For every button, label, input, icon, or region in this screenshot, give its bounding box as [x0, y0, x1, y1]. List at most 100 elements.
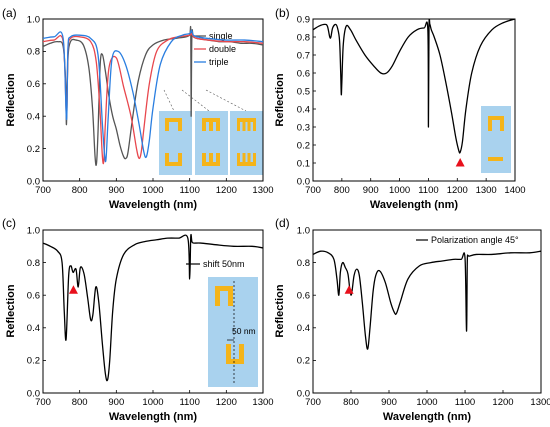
x-tick-label: 700 [305, 397, 321, 408]
y-axis-label-c: Reflection [5, 284, 17, 337]
resonator-shape [202, 153, 220, 166]
y-tick-label: 0.0 [297, 176, 310, 187]
panel-label-c: (c) [2, 216, 16, 230]
y-tick-label: 0.6 [27, 291, 40, 302]
panel-d: (d) Polarization angle 45° Wavelength (n… [274, 216, 550, 423]
panel-a: (a) single double triple Wavelength (nm)… [2, 6, 274, 211]
y-tick-label: 0.6 [297, 291, 310, 302]
y-tick-label: 0.1 [297, 158, 310, 169]
x-tick-label: 1300 [530, 397, 550, 408]
x-tick-label: 700 [35, 397, 51, 408]
panel-label-b: (b) [275, 6, 290, 20]
y-axis-label-d: Reflection [274, 284, 286, 337]
y-tick-label: 0.8 [297, 32, 310, 43]
unit-cell-inset-b [481, 106, 511, 173]
x-tick-label: 1200 [447, 185, 468, 196]
x-tick-label: 800 [343, 397, 359, 408]
legend-label: shift 50nm [203, 259, 245, 269]
x-tick-label: 1100 [455, 397, 475, 408]
y-tick-label: 0.7 [297, 50, 310, 61]
legend-label-triple: triple [209, 57, 229, 67]
x-tick-label: 1200 [492, 397, 513, 408]
y-tick-label: 0.6 [27, 79, 40, 90]
y-axis-label-b: Reflection [274, 73, 286, 126]
y-tick-label: 0.3 [297, 122, 310, 133]
resonator-shape [488, 116, 504, 131]
x-tick-label: 1100 [418, 185, 438, 196]
x-axis-label-c: Wavelength (nm) [109, 411, 198, 423]
resonator-shape [237, 153, 256, 166]
series-line-reflection [313, 19, 515, 154]
x-tick-label: 800 [72, 397, 88, 408]
x-tick-label: 1400 [504, 185, 525, 196]
legend-label: Polarization angle 45° [431, 235, 519, 245]
inset-connector-line [205, 89, 247, 112]
series-line-double [43, 32, 263, 165]
x-tick-label: 900 [108, 397, 124, 408]
x-tick-label: 1300 [476, 185, 497, 196]
x-axis-label-b: Wavelength (nm) [370, 199, 459, 211]
panel-label-d: (d) [275, 216, 290, 230]
x-tick-label: 1000 [142, 397, 163, 408]
y-tick-label: 0.4 [297, 323, 310, 334]
series-line-triple [43, 29, 263, 163]
resonator-bar [488, 157, 503, 161]
x-tick-label: 1100 [179, 397, 199, 408]
y-tick-label: 0.4 [27, 112, 40, 123]
y-tick-label: 1.0 [297, 225, 310, 236]
y-tick-label: 0.8 [297, 258, 310, 269]
x-tick-label: 1200 [216, 397, 237, 408]
x-tick-label: 1000 [416, 397, 437, 408]
y-tick-label: 0.0 [27, 176, 40, 187]
panel-label-a: (a) [2, 6, 17, 20]
x-axis-label-a: Wavelength (nm) [109, 199, 198, 211]
y-tick-label: 0.8 [27, 258, 40, 269]
resonance-marker [344, 285, 354, 294]
x-tick-label: 1200 [216, 185, 237, 196]
inset-connector-line [181, 89, 210, 112]
legend-a: single double triple [194, 31, 236, 67]
y-tick-label: 0.8 [27, 47, 40, 58]
resonator-shape [165, 153, 182, 166]
y-tick-label: 0.5 [297, 86, 310, 97]
x-tick-label: 1000 [142, 185, 163, 196]
series-line-polarization-angle-45 [313, 250, 541, 350]
legend-label-double: double [209, 44, 236, 54]
y-tick-label: 0.0 [297, 388, 310, 399]
y-tick-label: 0.2 [27, 356, 40, 367]
y-tick-label: 0.4 [297, 104, 310, 115]
y-tick-label: 0.4 [27, 323, 40, 334]
legend-label-single: single [209, 31, 233, 41]
resonator-shape [215, 286, 233, 306]
panel-c: (c) 50 nm shift 50nm Wavelength (nm) Ref… [2, 216, 274, 423]
unit-cell-inset-c: 50 nm [208, 277, 258, 387]
x-tick-label: 700 [35, 185, 51, 196]
inset-connector-line [163, 89, 175, 112]
plot-frame [312, 229, 542, 394]
y-axis-label-a: Reflection [5, 73, 17, 126]
y-tick-label: 0.6 [297, 68, 310, 79]
resonance-marker [455, 158, 465, 167]
x-axis-label-d: Wavelength (nm) [383, 411, 472, 423]
y-tick-label: 1.0 [27, 14, 40, 25]
y-tick-label: 0.9 [297, 14, 310, 25]
y-tick-label: 0.0 [27, 388, 40, 399]
unit-cell-insets [159, 89, 263, 175]
x-tick-label: 700 [305, 185, 321, 196]
panel-b: (b) Wavelength (nm) Reflection 700 800 900… [274, 6, 526, 211]
x-tick-label: 900 [108, 185, 124, 196]
x-tick-label: 800 [334, 185, 350, 196]
x-tick-label: 1000 [389, 185, 410, 196]
y-tick-label: 0.2 [297, 356, 310, 367]
x-tick-label: 800 [72, 185, 88, 196]
y-tick-label: 1.0 [27, 225, 40, 236]
resonator-shape [202, 118, 220, 131]
legend-d: Polarization angle 45° [416, 235, 519, 245]
resonator-shape [237, 118, 256, 131]
resonance-marker [68, 285, 78, 294]
y-tick-label: 0.2 [297, 140, 310, 151]
x-tick-label: 1100 [179, 185, 199, 196]
x-tick-label: 900 [381, 397, 397, 408]
plot-frame [312, 18, 516, 182]
